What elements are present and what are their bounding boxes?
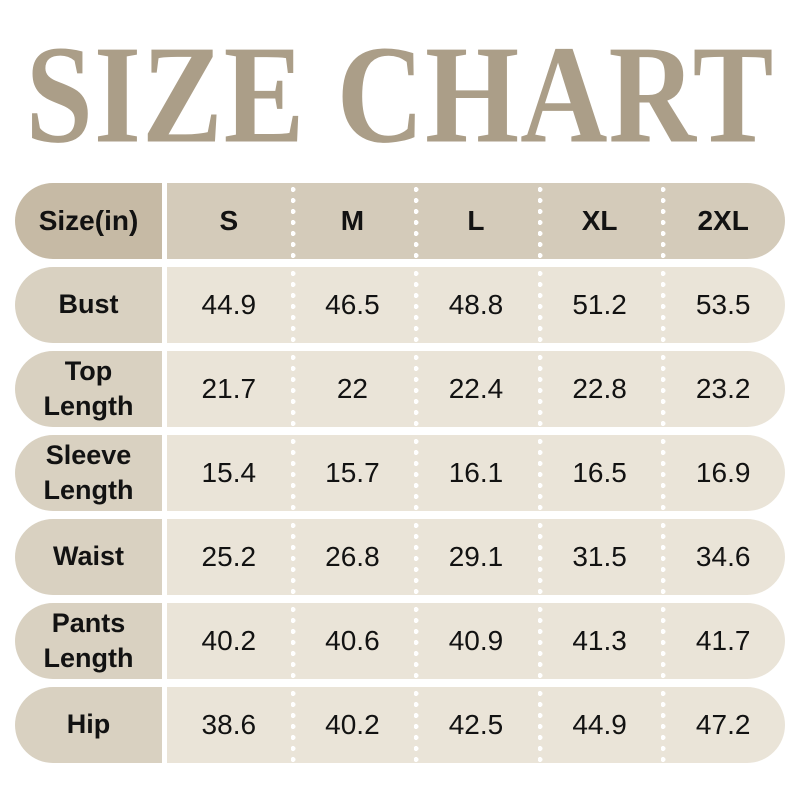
value-cell: 44.9	[537, 687, 662, 763]
value-cell: 22.8	[537, 351, 662, 427]
header-col-s: S	[219, 205, 239, 236]
value-cell: 16.1	[414, 435, 538, 511]
value-cell: 40.2	[201, 625, 257, 656]
value-cell: 40.9	[414, 603, 538, 679]
header-col-2xl: 2XL	[661, 183, 785, 259]
value-cell: 41.7	[661, 603, 785, 679]
row-cells: 44.9 46.5 48.8 51.2 53.5	[167, 267, 785, 343]
value-cell: 38.6	[201, 709, 257, 740]
value-cell: 40.2	[290, 687, 415, 763]
value-cell: 34.6	[661, 519, 785, 595]
row-label: Pants Length	[15, 603, 162, 679]
value-cell: 41.3	[537, 603, 662, 679]
table-row-hip: Hip 38.6 40.2 42.5 44.9 47.2	[15, 687, 785, 763]
value-cell: 51.2	[537, 267, 662, 343]
table-row-sleeve-length: Sleeve Length 15.4 15.7 16.1 16.5 16.9	[15, 435, 785, 511]
header-col-m: M	[290, 183, 415, 259]
table-row-waist: Waist 25.2 26.8 29.1 31.5 34.6	[15, 519, 785, 595]
value-cell: 31.5	[537, 519, 662, 595]
page-title: SIZE CHART	[25, 17, 775, 173]
value-cell: 16.9	[661, 435, 785, 511]
row-cells: 40.2 40.6 40.9 41.3 41.7	[167, 603, 785, 679]
value-cell: 47.2	[661, 687, 785, 763]
header-col-xl: XL	[537, 183, 662, 259]
value-cell: 22.4	[414, 351, 538, 427]
value-cell: 15.7	[290, 435, 415, 511]
row-cells: 15.4 15.7 16.1 16.5 16.9	[167, 435, 785, 511]
value-cell: 21.7	[201, 373, 257, 404]
value-cell: 42.5	[414, 687, 538, 763]
row-label: Hip	[15, 687, 162, 763]
value-cell: 44.9	[201, 289, 257, 320]
header-label-size-in: Size(in)	[15, 183, 162, 259]
value-cell: 25.2	[201, 541, 257, 572]
header-col-l: L	[414, 183, 538, 259]
value-cell: 23.2	[661, 351, 785, 427]
row-label: Waist	[15, 519, 162, 595]
table-header-row: Size(in) S M L XL 2XL	[15, 183, 785, 259]
value-cell: 16.5	[537, 435, 662, 511]
value-cell: 53.5	[661, 267, 785, 343]
value-cell: 46.5	[290, 267, 415, 343]
value-cell: 29.1	[414, 519, 538, 595]
value-cell: 40.6	[290, 603, 415, 679]
value-cell: 22	[290, 351, 415, 427]
value-cell: 15.4	[201, 457, 257, 488]
row-label: Top Length	[15, 351, 162, 427]
table-row-pants-length: Pants Length 40.2 40.6 40.9 41.3 41.7	[15, 603, 785, 679]
row-cells: 38.6 40.2 42.5 44.9 47.2	[167, 687, 785, 763]
value-cell: 48.8	[414, 267, 538, 343]
header-cells: S M L XL 2XL	[167, 183, 785, 259]
row-cells: 25.2 26.8 29.1 31.5 34.6	[167, 519, 785, 595]
row-cells: 21.7 22 22.4 22.8 23.2	[167, 351, 785, 427]
table-row-bust: Bust 44.9 46.5 48.8 51.2 53.5	[15, 267, 785, 343]
row-label: Sleeve Length	[15, 435, 162, 511]
row-label: Bust	[15, 267, 162, 343]
size-table: Size(in) S M L XL 2XL Bust 44.9 46.5 48.…	[15, 183, 785, 763]
value-cell: 26.8	[290, 519, 415, 595]
table-row-top-length: Top Length 21.7 22 22.4 22.8 23.2	[15, 351, 785, 427]
